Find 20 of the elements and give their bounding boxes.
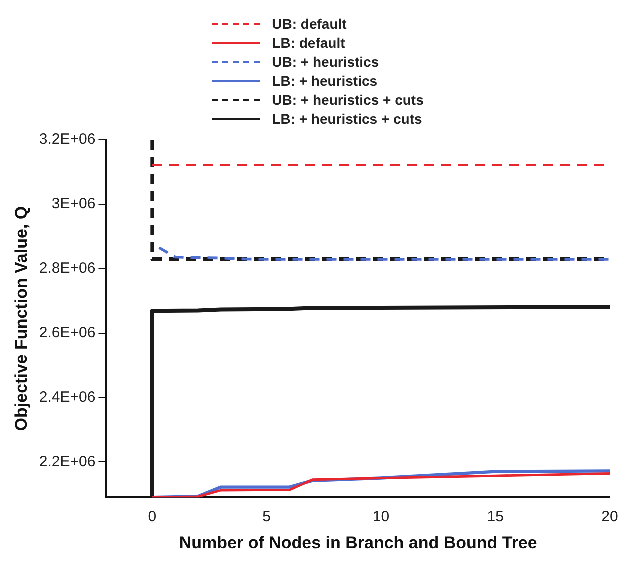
y-axis-title: Objective Function Value, Q — [12, 206, 31, 432]
y-tick-label: 2.8E+06 — [39, 260, 96, 278]
legend-label: LB: default — [272, 34, 346, 50]
y-tick-label: 3.2E+06 — [39, 131, 96, 148]
y-tick-label: 2.2E+06 — [39, 453, 96, 470]
x-tick-label: 20 — [602, 508, 618, 526]
x-tick-label: 0 — [148, 508, 157, 526]
x-tick-label: 15 — [487, 508, 504, 526]
legend-label: UB: default — [272, 16, 347, 32]
legend-label: LB: + heuristics + cuts — [272, 110, 422, 126]
line-series — [158, 246, 610, 261]
legend-label: LB: + heuristics — [272, 72, 378, 88]
x-axis-title: Number of Nodes in Branch and Bound Tree — [179, 533, 538, 552]
y-tick-label: 3E+06 — [52, 196, 96, 213]
legend-label: UB: + heuristics + cuts — [272, 92, 424, 108]
legend-label: UB: + heuristics — [272, 54, 380, 70]
y-tick-label: 2.4E+06 — [39, 388, 96, 406]
y-tick-label: 2.6E+06 — [39, 324, 96, 342]
x-tick-label: 10 — [372, 508, 390, 526]
x-tick-label: 5 — [262, 508, 272, 526]
